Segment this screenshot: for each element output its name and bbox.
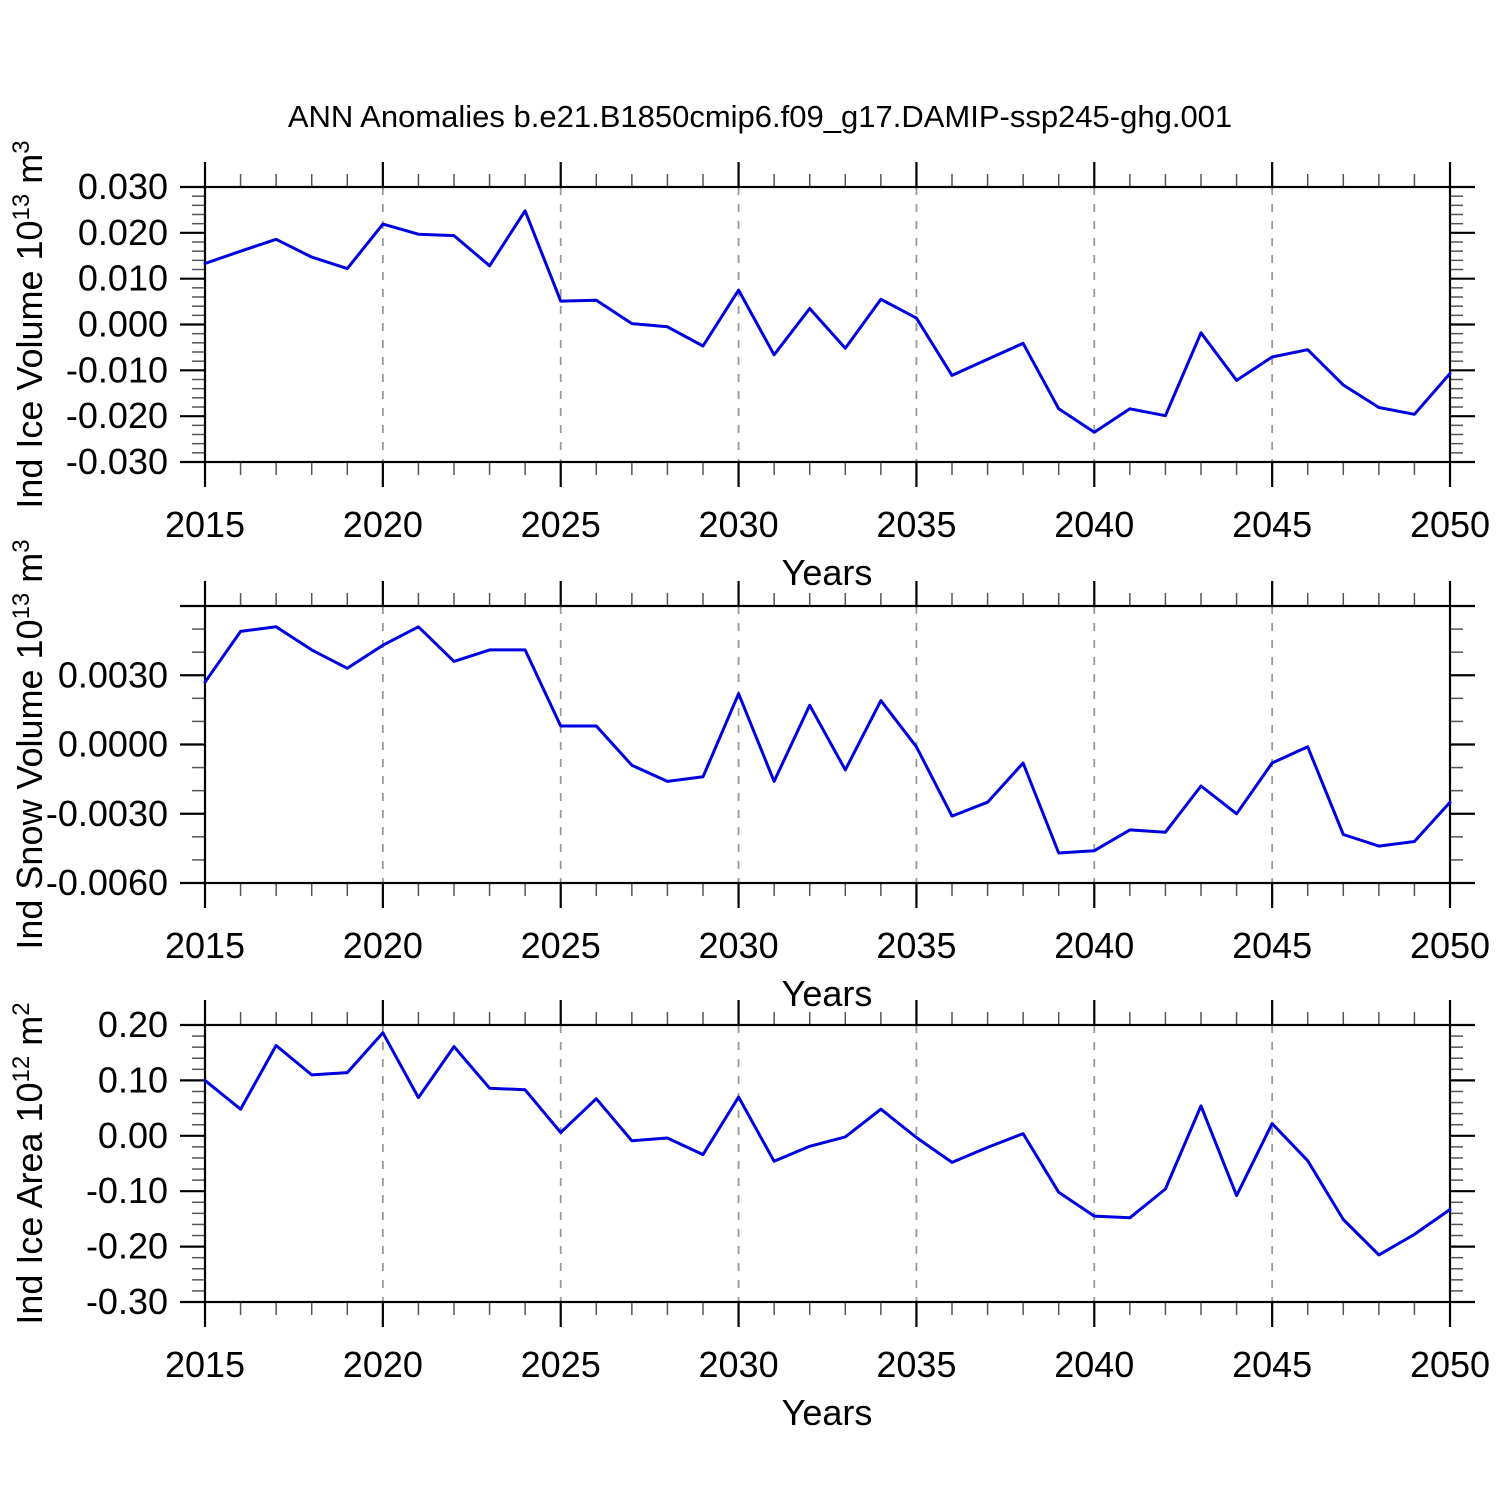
y-tick-label: -0.020 [66, 395, 168, 436]
x-axis-title-snow-volume: Years [782, 973, 873, 1014]
x-tick-label: 2050 [1410, 925, 1490, 966]
y-tick-label: 0.20 [98, 1004, 168, 1045]
x-tick-label: 2040 [1054, 925, 1134, 966]
y-tick-label: -0.10 [86, 1170, 168, 1211]
y-axis-title: Ind Ice Area 1012 m2 [8, 1002, 50, 1324]
x-tick-label: 2035 [876, 504, 956, 545]
y-tick-label: 0.010 [78, 258, 168, 299]
y-axis-title: Ind Snow Volume 1013 m3 [8, 539, 50, 949]
panel-ice-volume: 2015 2020 2025 2030 2035 2040 2045 20500.0300.0… [8, 140, 1490, 545]
series-line [203, 209, 1452, 434]
gridlines [381, 606, 1274, 883]
gridlines [381, 187, 1274, 462]
y-tick-label: 0.0030 [58, 654, 168, 695]
y-tick-label: -0.30 [86, 1281, 168, 1322]
x-tick-label: 2025 [521, 925, 601, 966]
x-tick-label: 2040 [1054, 504, 1134, 545]
x-tick-label: 2015 [165, 504, 245, 545]
x-tick-label: 2015 [165, 925, 245, 966]
x-axis-title-ice-volume: Years [782, 552, 873, 593]
x-tick-label: 2035 [876, 925, 956, 966]
figure-title: ANN Anomalies b.e21.B1850cmip6.f09_g17.D… [288, 99, 1232, 134]
x-tick-label: 2025 [521, 1344, 601, 1385]
x-tick-labels: 2015 2020 2025 2030 2035 2040 2045 2050 [165, 1344, 1490, 1385]
panel-ice-area: 2015 2020 2025 2030 2035 2040 2045 2050 0.20 0.10… [8, 1000, 1490, 1385]
x-tick-label: 2045 [1232, 1344, 1312, 1385]
y-tick-label: 0.00 [98, 1115, 168, 1156]
x-tick-labels: 2015 2020 2025 2030 2035 2040 2045 2050 [165, 925, 1490, 966]
minor-ticks [192, 174, 1463, 475]
y-tick-labels: 0.20 0.10 0.00 -0.10 -0.20 -0.30 [86, 1004, 168, 1322]
x-tick-label: 2035 [876, 1344, 956, 1385]
series-line [203, 1031, 1452, 1257]
major-ticks [180, 1000, 1475, 1327]
y-tick-labels: 0.0030 0.0000 -0.0030 -0.0060 [46, 654, 168, 903]
x-tick-label: 2050 [1410, 1344, 1490, 1385]
y-tick-label: 0.020 [78, 212, 168, 253]
minor-ticks [192, 593, 1463, 896]
y-tick-label: -0.20 [86, 1226, 168, 1267]
y-tick-label: -0.0030 [46, 793, 168, 834]
x-tick-label: 2025 [521, 504, 601, 545]
y-tick-label: -0.010 [66, 349, 168, 390]
y-tick-labels: 0.030 0.020 0.010 0.000-0.010 -0.020 -0.030 [66, 166, 168, 482]
y-tick-label: 0.0000 [58, 724, 168, 765]
major-ticks [180, 581, 1475, 908]
series-line [203, 625, 1452, 855]
panel-snow-volume: 2015 2020 2025 2030 2035 2040 2045 20500.00300.… [8, 539, 1490, 966]
y-tick-label: 0.10 [98, 1059, 168, 1100]
x-tick-label: 2020 [343, 925, 423, 966]
major-ticks [180, 162, 1475, 487]
y-tick-label: -0.030 [66, 441, 168, 482]
x-tick-label: 2045 [1232, 925, 1312, 966]
y-tick-label: 0.030 [78, 166, 168, 207]
x-tick-label: 2045 [1232, 504, 1312, 545]
gridlines [381, 1025, 1274, 1302]
minor-ticks [192, 1012, 1463, 1315]
x-tick-label: 2030 [699, 925, 779, 966]
plot-frame [203, 1023, 1452, 1304]
x-tick-label: 2030 [699, 1344, 779, 1385]
x-axis-title-ice-area: Years [782, 1392, 873, 1433]
x-tick-label: 2015 [165, 1344, 245, 1385]
x-tick-label: 2030 [699, 504, 779, 545]
y-axis-title: Ind Ice Volume 1013 m3 [8, 140, 50, 508]
x-tick-label: 2020 [343, 1344, 423, 1385]
x-tick-label: 2040 [1054, 1344, 1134, 1385]
x-tick-labels: 2015 2020 2025 2030 2035 2040 2045 2050 [165, 504, 1490, 545]
y-tick-label: -0.0060 [46, 862, 168, 903]
plot-frame [203, 185, 1452, 464]
x-tick-label: 2050 [1410, 504, 1490, 545]
y-tick-label: 0.000 [78, 304, 168, 345]
plot-frame [203, 604, 1452, 885]
x-tick-label: 2020 [343, 504, 423, 545]
